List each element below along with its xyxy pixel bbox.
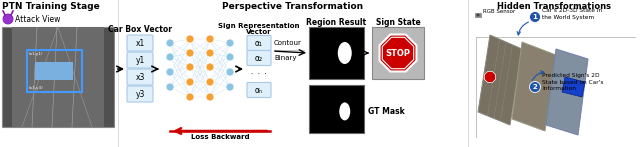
Text: Vector: Vector [246, 29, 272, 35]
FancyBboxPatch shape [247, 51, 271, 66]
Circle shape [226, 83, 234, 91]
Text: STOP: STOP [385, 49, 410, 57]
Text: x1: x1 [136, 39, 145, 47]
Circle shape [226, 53, 234, 61]
Text: Hidden Transformations: Hidden Transformations [497, 2, 611, 11]
Text: PTN Training Stage: PTN Training Stage [2, 2, 100, 11]
Polygon shape [512, 42, 556, 131]
Text: y1: y1 [136, 56, 145, 65]
FancyBboxPatch shape [309, 27, 364, 79]
FancyBboxPatch shape [12, 27, 104, 127]
Text: α₂: α₂ [255, 54, 263, 62]
Circle shape [206, 93, 214, 101]
Text: Contour: Contour [274, 40, 302, 46]
Text: RGB Sensor: RGB Sensor [483, 9, 515, 14]
Text: Predicted Sign's 2D
State based on Car's
Information: Predicted Sign's 2D State based on Car's… [542, 73, 604, 91]
Polygon shape [546, 49, 588, 135]
Text: Car's 2D-3D State in
the World System: Car's 2D-3D State in the World System [542, 8, 602, 20]
Polygon shape [484, 71, 495, 83]
Circle shape [166, 83, 174, 91]
FancyBboxPatch shape [309, 85, 364, 133]
Text: Sign State: Sign State [376, 17, 420, 26]
Polygon shape [380, 35, 417, 71]
FancyArrowPatch shape [532, 71, 544, 81]
FancyBboxPatch shape [2, 27, 114, 127]
Text: Region Result: Region Result [307, 17, 367, 26]
Text: 1: 1 [532, 14, 538, 20]
FancyBboxPatch shape [127, 52, 153, 68]
Circle shape [166, 68, 174, 76]
Ellipse shape [339, 102, 350, 120]
Text: Binary: Binary [274, 55, 296, 61]
FancyBboxPatch shape [247, 82, 271, 97]
Circle shape [186, 93, 194, 101]
Text: α₁: α₁ [255, 39, 263, 47]
Circle shape [186, 49, 194, 57]
Circle shape [226, 68, 234, 76]
Circle shape [226, 39, 234, 47]
FancyBboxPatch shape [127, 86, 153, 102]
Circle shape [206, 49, 214, 57]
Text: x3: x3 [135, 72, 145, 81]
FancyBboxPatch shape [372, 27, 424, 79]
Circle shape [186, 78, 194, 86]
Text: ·  ·  ·: · · · [251, 71, 267, 77]
Circle shape [3, 14, 13, 24]
Circle shape [206, 78, 214, 86]
Text: (x3,y3): (x3,y3) [29, 86, 44, 90]
FancyBboxPatch shape [127, 69, 153, 85]
Circle shape [166, 53, 174, 61]
Circle shape [206, 35, 214, 43]
Text: 2: 2 [532, 84, 538, 90]
Circle shape [529, 11, 541, 22]
Polygon shape [562, 77, 585, 97]
FancyBboxPatch shape [127, 35, 153, 51]
Polygon shape [478, 35, 522, 125]
Circle shape [186, 63, 194, 71]
Text: y3: y3 [135, 90, 145, 98]
Text: Car Box Vector: Car Box Vector [108, 25, 172, 34]
Text: αₙ: αₙ [255, 86, 263, 95]
Text: Loss Backward: Loss Backward [191, 134, 250, 140]
Text: (x1,y1): (x1,y1) [29, 52, 44, 56]
Text: Perspective Transformation: Perspective Transformation [223, 2, 364, 11]
Circle shape [477, 14, 479, 16]
FancyBboxPatch shape [35, 62, 73, 80]
FancyArrowPatch shape [517, 22, 529, 35]
Text: GT Mask: GT Mask [368, 107, 404, 116]
Circle shape [166, 39, 174, 47]
FancyBboxPatch shape [247, 35, 271, 51]
Ellipse shape [338, 42, 352, 64]
FancyBboxPatch shape [475, 13, 481, 17]
Text: Sign Representation: Sign Representation [218, 23, 300, 29]
Circle shape [206, 63, 214, 71]
Text: Attack View: Attack View [15, 15, 60, 24]
Circle shape [529, 81, 541, 92]
Circle shape [186, 35, 194, 43]
